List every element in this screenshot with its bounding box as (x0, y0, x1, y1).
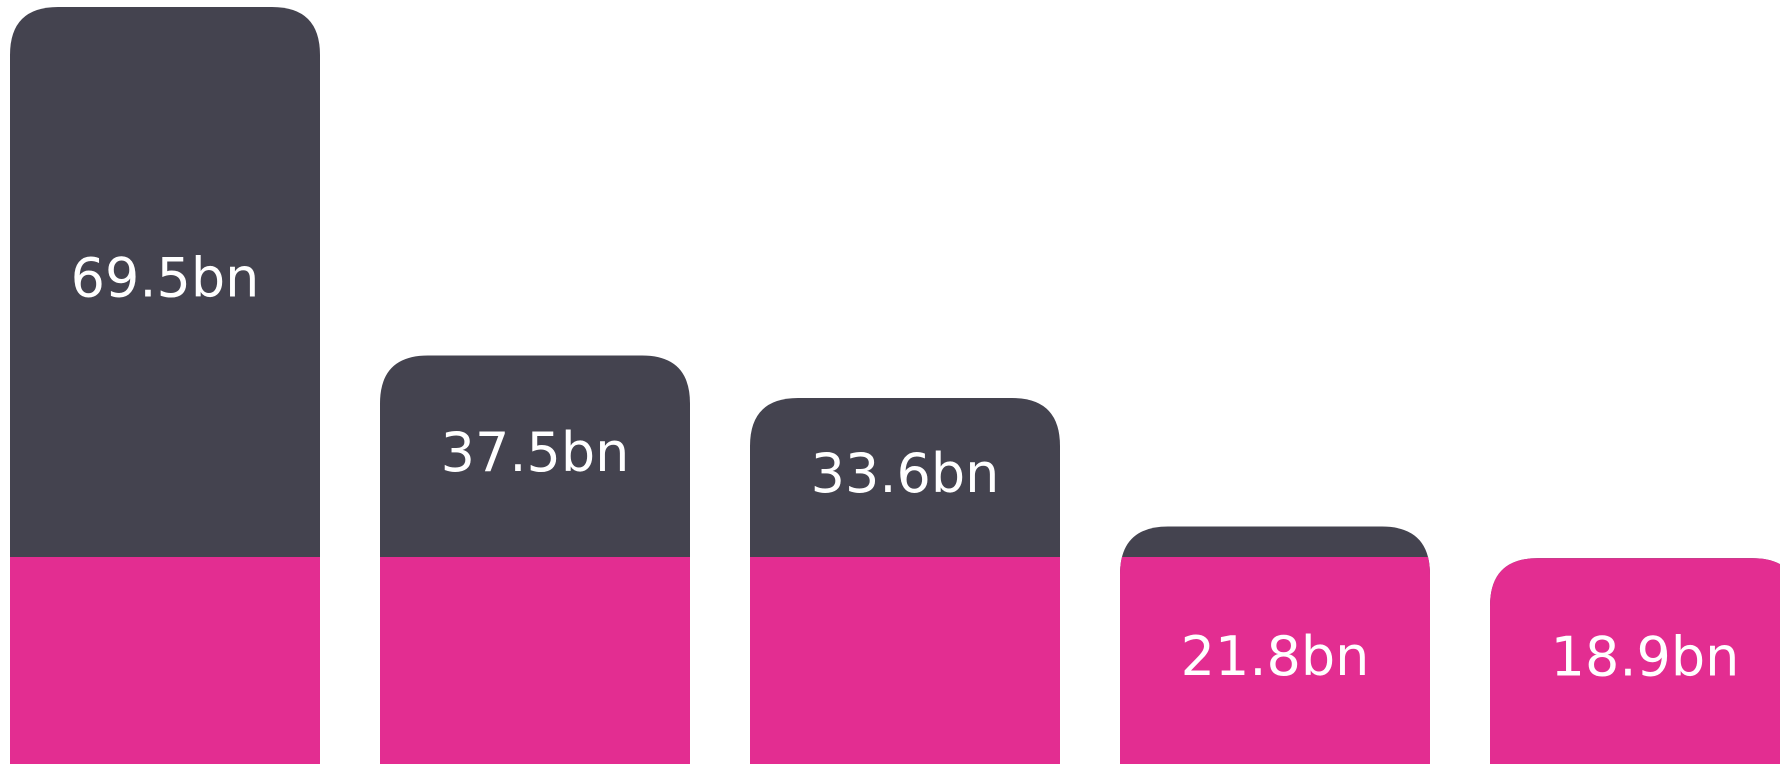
bar-group: 21.8bn (1120, 526, 1430, 764)
bar-group: 33.6bn (750, 398, 1060, 764)
bar-accent (1120, 557, 1430, 764)
bar-group: 18.9bn (1490, 558, 1780, 764)
value-label: 69.5bn (71, 247, 260, 310)
value-label: 33.6bn (811, 442, 1000, 505)
value-label: 37.5bn (441, 421, 630, 484)
value-label: 21.8bn (1181, 625, 1370, 688)
bar-group: 37.5bn (380, 355, 690, 764)
bar-accent (1490, 558, 1780, 764)
bar-group: 69.5bn (10, 7, 320, 764)
bar-accent (380, 557, 690, 764)
bar-accent (750, 557, 1060, 764)
value-label: 18.9bn (1551, 626, 1740, 689)
bar-accent (10, 557, 320, 764)
